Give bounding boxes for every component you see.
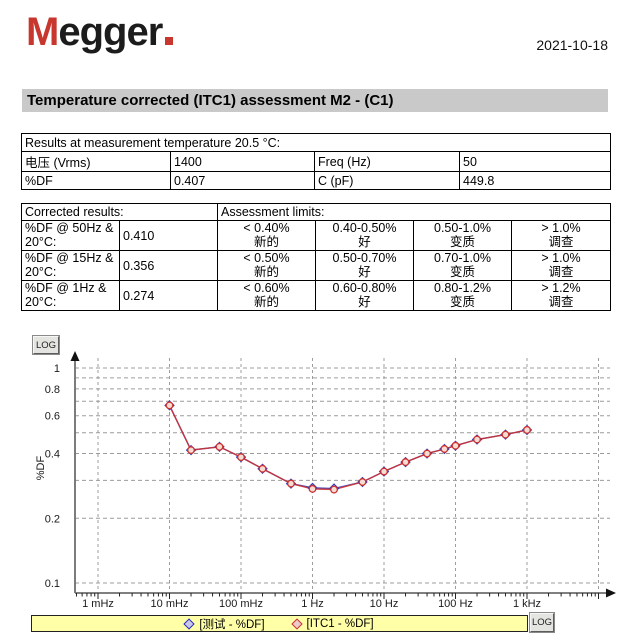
chart-legend: [测试 - %DF] [ITC1 - %DF]: [31, 615, 528, 632]
report-date: 2021-10-18: [536, 37, 608, 53]
legend-item-test: [测试 - %DF]: [183, 616, 265, 632]
svg-text:0.6: 0.6: [45, 411, 60, 423]
limit-range: < 0.50%: [243, 251, 290, 265]
limit-range: 0.70-1.0%: [434, 251, 491, 265]
svg-text:0.4: 0.4: [45, 449, 60, 461]
voltage-value: 1400: [170, 151, 315, 172]
limit-cell: < 0.40% 新的: [217, 220, 316, 251]
limit-range: 0.60-0.80%: [332, 281, 397, 295]
limit-cell: < 0.50% 新的: [217, 250, 316, 281]
limit-cell: 0.70-1.0% 变质: [413, 250, 512, 281]
voltage-label: 电压 (Vrms): [21, 151, 171, 172]
label-line: %DF @ 50Hz &: [25, 221, 114, 235]
log-scale-button-bottom[interactable]: LOG: [529, 612, 555, 633]
table-row: Corrected results: Assessment limits:: [21, 203, 611, 221]
limit-verdict: 变质: [449, 294, 475, 309]
table-row: %DF @ 50Hz & 20°C: 0.410 < 0.40% 新的 0.40-…: [21, 220, 611, 251]
itc1-series-diamond-icon: [290, 617, 303, 630]
results-table: Results at measurement temperature 20.5 …: [21, 133, 611, 190]
limit-range: > 1.0%: [541, 221, 581, 235]
limit-cell: > 1.2% 调查: [511, 280, 611, 311]
page-title: Temperature corrected (ITC1) assessment …: [22, 89, 608, 112]
svg-text:100 Hz: 100 Hz: [438, 598, 473, 610]
limit-range: < 0.40%: [243, 221, 290, 235]
svg-text:1 Hz: 1 Hz: [301, 598, 324, 610]
freq-value: 50: [459, 151, 611, 172]
legend-label: [ITC1 - %DF]: [306, 617, 374, 630]
limit-range: > 1.2%: [541, 281, 581, 295]
label-line: 20°C:: [25, 264, 57, 279]
df-15hz-label: %DF @ 15Hz & 20°C:: [21, 250, 120, 281]
corrected-results-header: Corrected results:: [21, 203, 218, 221]
svg-text:1 kHz: 1 kHz: [513, 598, 541, 610]
svg-text:0.2: 0.2: [45, 513, 60, 525]
df-value: 0.407: [170, 171, 315, 190]
limit-verdict: 调查: [548, 264, 574, 279]
table-row: Results at measurement temperature 20.5 …: [21, 133, 611, 152]
svg-text:0.8: 0.8: [45, 384, 60, 396]
limit-cell: 0.50-1.0% 变质: [413, 220, 512, 251]
table-row: %DF @ 1Hz & 20°C: 0.274 < 0.60% 新的 0.60-0…: [21, 280, 611, 311]
table-row: %DF 0.407 C (pF) 449.8: [21, 171, 611, 190]
limit-cell: 0.40-0.50% 好: [315, 220, 414, 251]
table-row: 电压 (Vrms) 1400 Freq (Hz) 50: [21, 151, 611, 172]
label-line: %DF @ 15Hz &: [25, 251, 114, 265]
df-1hz-value: 0.274: [119, 280, 218, 311]
limit-range: 0.50-1.0%: [434, 221, 491, 235]
limit-cell: 0.80-1.2% 变质: [413, 280, 512, 311]
test-series-diamond-icon: [183, 617, 196, 630]
results-caption: Results at measurement temperature 20.5 …: [21, 133, 611, 152]
svg-text:1: 1: [54, 363, 60, 375]
logo-square-dot-icon: [165, 37, 174, 45]
df-label: %DF: [21, 171, 171, 190]
svg-text:10 Hz: 10 Hz: [370, 598, 399, 610]
df-50hz-value: 0.410: [119, 220, 218, 251]
logo-letter-m: M: [26, 10, 59, 54]
limit-range: 0.50-0.70%: [332, 251, 397, 265]
capacitance-label: C (pF): [314, 171, 460, 190]
log-scale-button-top[interactable]: LOG: [32, 335, 60, 355]
logo-text: egger: [58, 10, 163, 54]
svg-text:1 mHz: 1 mHz: [82, 598, 114, 610]
megger-logo: Megger: [26, 10, 174, 55]
df-15hz-value: 0.356: [119, 250, 218, 281]
limit-range: > 1.0%: [541, 251, 581, 265]
limit-verdict: 新的: [253, 264, 279, 279]
svg-text:%DF: %DF: [35, 456, 47, 481]
label-line: 20°C:: [25, 294, 57, 309]
limit-cell: 0.60-0.80% 好: [315, 280, 414, 311]
limit-verdict: 好: [358, 264, 371, 279]
table-row: %DF @ 15Hz & 20°C: 0.356 < 0.50% 新的 0.50-…: [21, 250, 611, 281]
corrected-results-table: Corrected results: Assessment limits: %D…: [21, 203, 611, 311]
limit-verdict: 好: [358, 294, 371, 309]
limit-verdict: 新的: [253, 234, 279, 249]
freq-label: Freq (Hz): [314, 151, 460, 172]
df-50hz-label: %DF @ 50Hz & 20°C:: [21, 220, 120, 251]
capacitance-value: 449.8: [459, 171, 611, 190]
limit-verdict: 好: [358, 234, 371, 249]
svg-text:100 mHz: 100 mHz: [219, 598, 263, 610]
limit-range: 0.40-0.50%: [332, 221, 397, 235]
limit-cell: < 0.60% 新的: [217, 280, 316, 311]
legend-label: [测试 - %DF]: [199, 618, 265, 631]
label-line: %DF @ 1Hz &: [25, 281, 107, 295]
limit-range: 0.80-1.2%: [434, 281, 491, 295]
limit-cell: > 1.0% 调查: [511, 250, 611, 281]
limit-cell: 0.50-0.70% 好: [315, 250, 414, 281]
limit-verdict: 调查: [548, 234, 574, 249]
df-1hz-label: %DF @ 1Hz & 20°C:: [21, 280, 120, 311]
label-line: 20°C:: [25, 234, 57, 249]
limit-verdict: 变质: [449, 234, 475, 249]
limit-verdict: 调查: [548, 294, 574, 309]
svg-text:0.1: 0.1: [45, 578, 60, 590]
limit-verdict: 变质: [449, 264, 475, 279]
assessment-limits-header: Assessment limits:: [217, 203, 611, 221]
limit-verdict: 新的: [253, 294, 279, 309]
svg-text:10 mHz: 10 mHz: [151, 598, 189, 610]
limit-range: < 0.60%: [243, 281, 290, 295]
legend-item-itc1: [ITC1 - %DF]: [290, 617, 374, 630]
limit-cell: > 1.0% 调查: [511, 220, 611, 251]
